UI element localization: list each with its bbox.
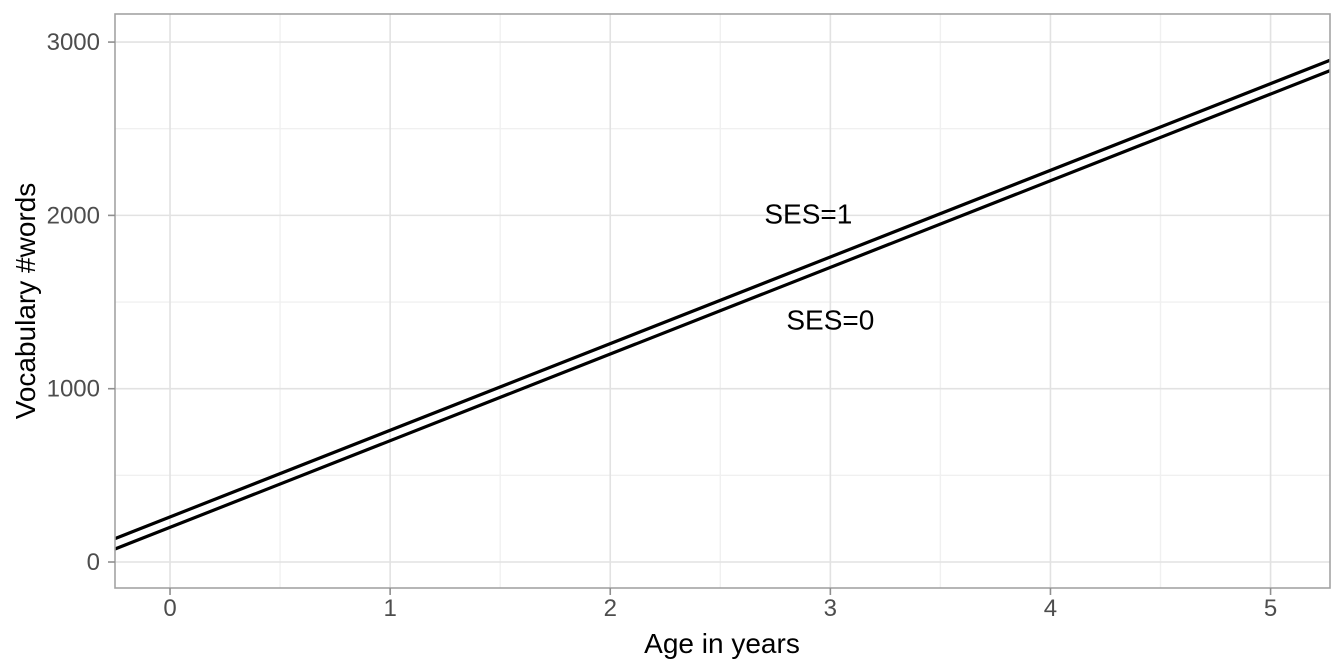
regression-line-ses-1: [115, 58, 1330, 541]
x-tick-label: 5: [1264, 595, 1277, 622]
x-tick-label: 1: [383, 595, 396, 622]
regression-line-ses-0: [115, 69, 1330, 551]
y-axis-title: Vocabulary #words: [10, 182, 41, 420]
y-tick-label: 3000: [47, 29, 100, 56]
y-tick-label: 2000: [47, 202, 100, 229]
x-tick-label: 3: [824, 595, 837, 622]
series-group: [115, 58, 1330, 551]
panel-border: [114, 13, 1331, 589]
line-label-ses-1: SES=1: [764, 199, 852, 230]
x-tick-label: 2: [604, 595, 617, 622]
x-axis-title: Age in years: [644, 628, 800, 659]
line-label-ses-0: SES=0: [786, 304, 874, 335]
x-tick-label: 4: [1044, 595, 1057, 622]
x-tick-label: 0: [163, 595, 176, 622]
y-tick-label: 1000: [47, 376, 100, 403]
y-tick-label: 0: [87, 549, 100, 576]
